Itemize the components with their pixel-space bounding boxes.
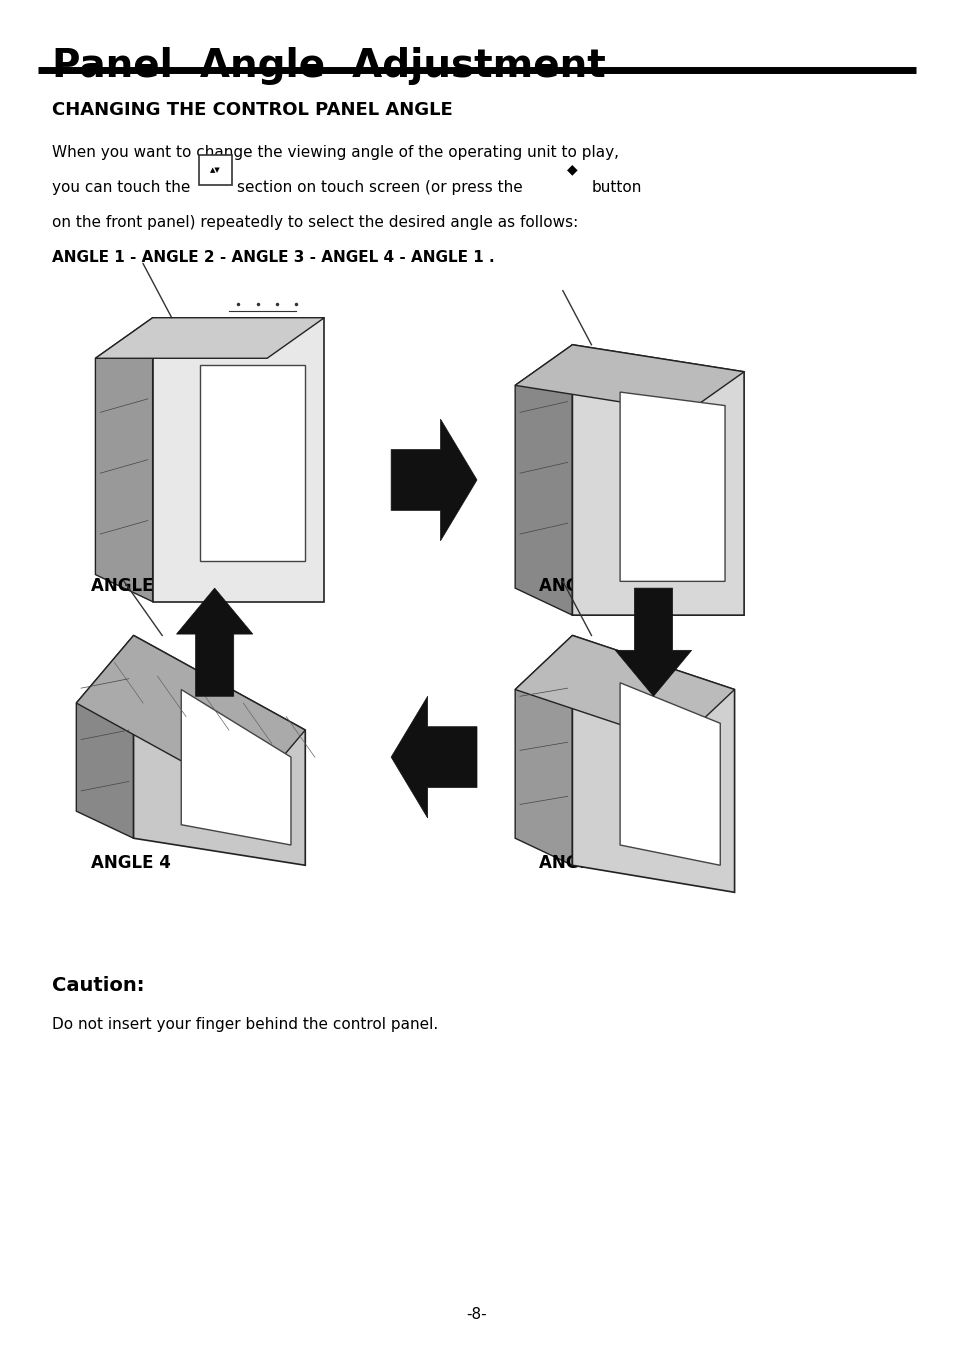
Text: ◆: ◆ <box>566 162 578 176</box>
Text: CHANGING THE CONTROL PANEL ANGLE: CHANGING THE CONTROL PANEL ANGLE <box>52 101 453 119</box>
Polygon shape <box>76 635 305 798</box>
Polygon shape <box>181 690 291 845</box>
Text: Caution:: Caution: <box>52 976 145 995</box>
Polygon shape <box>200 365 305 561</box>
Polygon shape <box>619 683 720 865</box>
Polygon shape <box>95 318 324 358</box>
Polygon shape <box>515 635 734 744</box>
Text: ANGLE 2: ANGLE 2 <box>538 577 618 595</box>
Text: Panel  Angle  Adjustment: Panel Angle Adjustment <box>52 47 605 85</box>
Polygon shape <box>391 696 476 818</box>
Text: -8-: -8- <box>466 1307 487 1322</box>
Text: button: button <box>591 180 641 195</box>
Text: ANGLE 4: ANGLE 4 <box>91 854 171 872</box>
Polygon shape <box>515 635 572 865</box>
Polygon shape <box>152 318 324 602</box>
Polygon shape <box>615 588 691 696</box>
Polygon shape <box>391 419 476 541</box>
Text: ANGLE 1: ANGLE 1 <box>91 577 171 595</box>
Polygon shape <box>572 345 743 615</box>
Polygon shape <box>515 345 572 615</box>
Text: you can touch the: you can touch the <box>52 180 191 195</box>
Polygon shape <box>95 318 152 602</box>
Polygon shape <box>176 588 253 696</box>
Polygon shape <box>76 635 133 838</box>
Polygon shape <box>572 635 734 892</box>
Text: ANGLE 3: ANGLE 3 <box>538 854 618 872</box>
Polygon shape <box>515 345 743 412</box>
Text: section on touch screen (or press the: section on touch screen (or press the <box>236 180 522 195</box>
FancyBboxPatch shape <box>199 155 232 185</box>
Text: on the front panel) repeatedly to select the desired angle as follows:: on the front panel) repeatedly to select… <box>52 215 578 230</box>
Text: Do not insert your finger behind the control panel.: Do not insert your finger behind the con… <box>52 1017 438 1032</box>
Polygon shape <box>619 392 724 581</box>
Text: ANGLE 1 - ANGLE 2 - ANGLE 3 - ANGEL 4 - ANGLE 1 .: ANGLE 1 - ANGLE 2 - ANGLE 3 - ANGEL 4 - … <box>52 250 495 265</box>
Text: When you want to change the viewing angle of the operating unit to play,: When you want to change the viewing angl… <box>52 145 618 160</box>
Text: ▲▼: ▲▼ <box>210 168 221 173</box>
Polygon shape <box>133 635 305 865</box>
